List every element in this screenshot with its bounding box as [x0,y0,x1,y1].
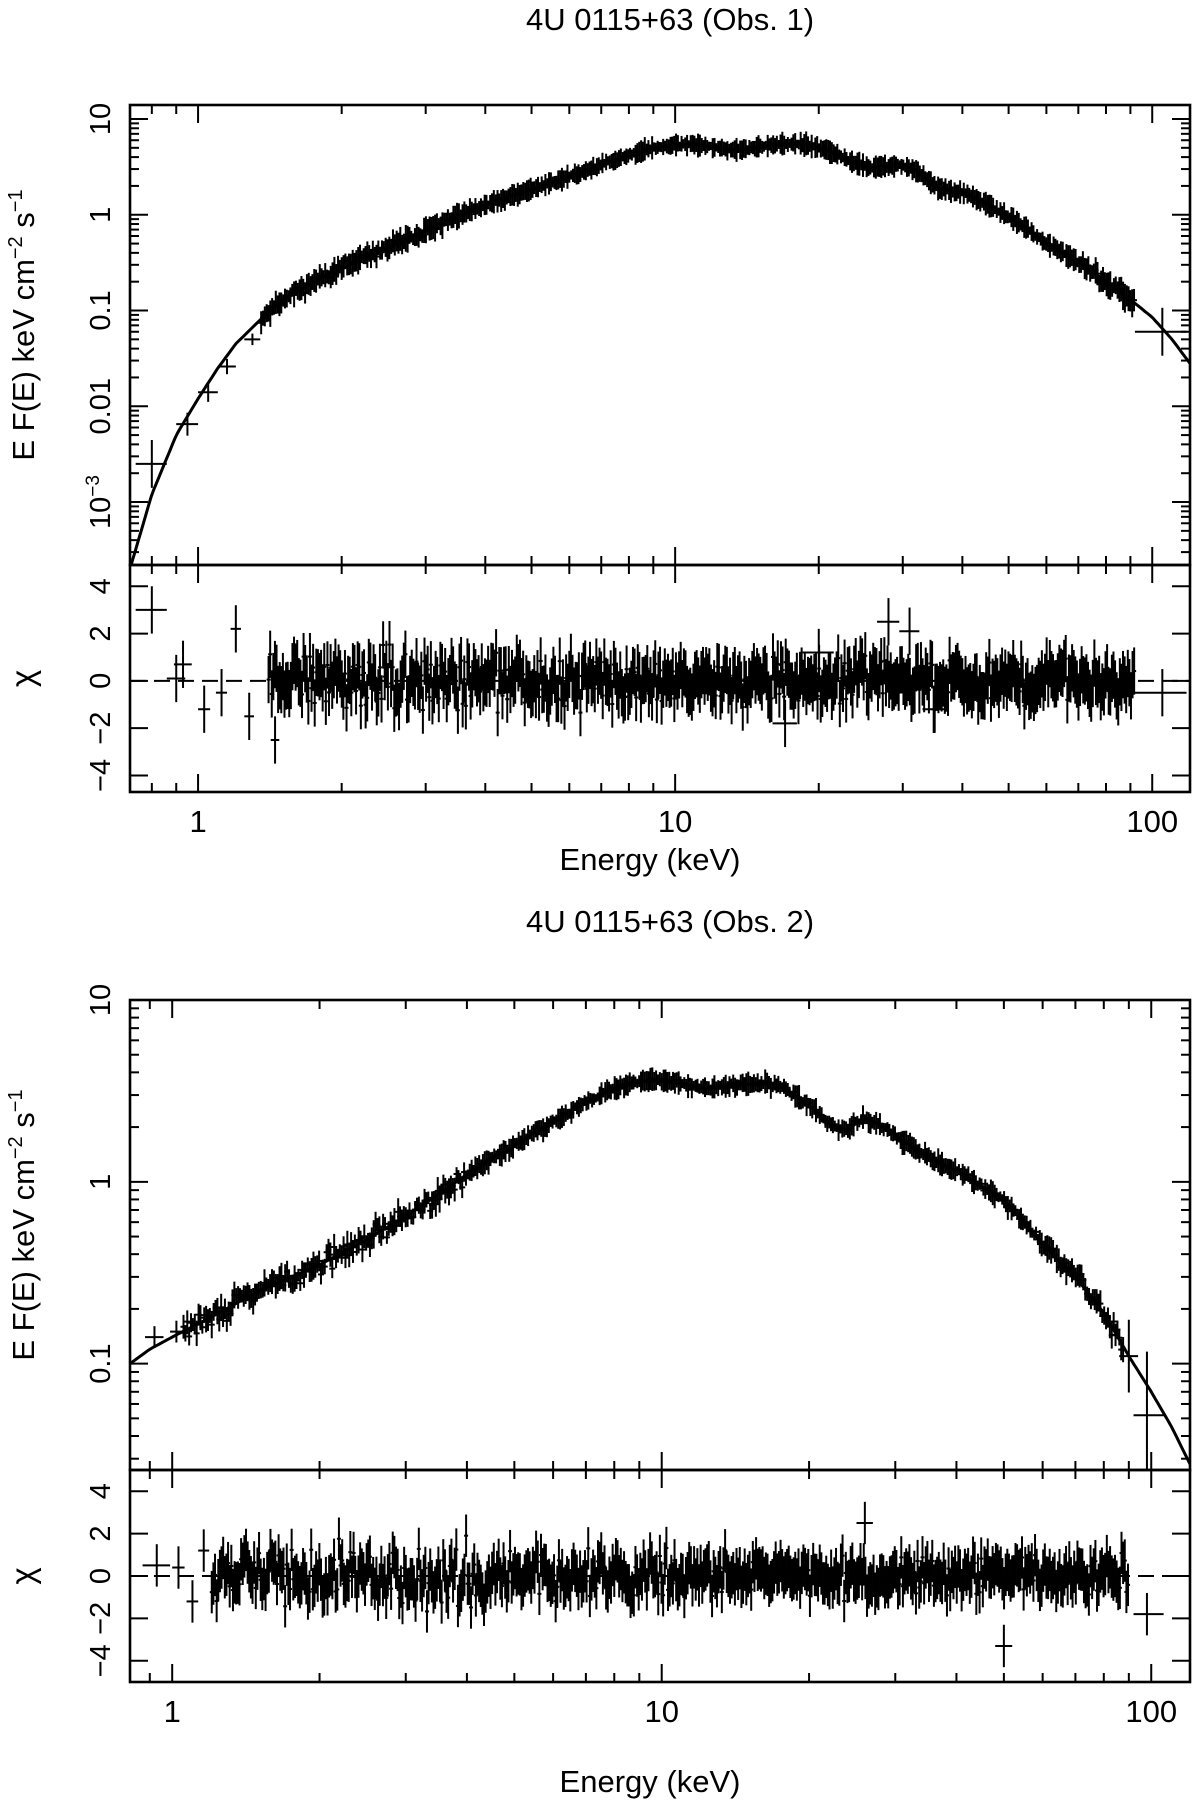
residual-tick-label: 4 [85,1483,117,1499]
ylabel-main: E F(E) keV cm [6,259,41,461]
ylabel-mid: s [6,212,41,236]
y-tick-label: 10 [85,984,117,1016]
spectrum-plot [130,1067,1190,1470]
residual-tick-label: 2 [85,626,117,642]
ylabel-exp: −1 [5,1089,27,1112]
residual-frame [128,563,1192,794]
x-axis-label: Energy (keV) [560,1764,741,1799]
ylabel-exp: −2 [5,236,27,259]
ylabel-exp: −2 [5,1136,27,1159]
residual-tick-label: 0 [85,673,117,689]
x-axis-label: Energy (keV) [560,842,741,877]
spectrum-y-label: E F(E) keV cm−2 s−1 [5,189,41,460]
tick-base: 10 [85,497,117,529]
residual-y-label: χ [4,670,41,687]
y-tick-label: 10−3 [83,475,117,529]
x-tick-label: 1 [164,1694,181,1729]
spectrum-y-label: E F(E) keV cm−2 s−1 [5,1089,41,1360]
x-tick-label: 1 [189,804,206,839]
ylabel-exp: −1 [5,189,27,212]
residual-tick-label: −2 [85,1602,117,1635]
y-tick-label: 0.1 [85,290,117,330]
residual-tick-label: 2 [85,1526,117,1542]
residual-y-label: χ [4,1567,41,1584]
tick-exponent: −3 [83,475,104,497]
residual-plot [130,1501,1190,1668]
x-tick-label: 100 [1125,1694,1177,1729]
y-tick-label: 10 [85,103,117,135]
residual-tick-label: −4 [85,759,117,792]
x-tick-label: 10 [658,804,692,839]
ylabel-main: E F(E) keV cm [6,1159,41,1361]
y-tick-label: 0.1 [85,1343,117,1383]
residual-tick-label: −4 [85,1644,117,1677]
residual-tick-label: −2 [85,712,117,745]
y-tick-label: 1 [85,207,117,223]
y-tick-label: 1 [85,1174,117,1190]
ylabel-mid: s [6,1112,41,1136]
residual-tick-label: 0 [85,1568,117,1584]
y-tick-label: 0.01 [85,378,117,434]
x-tick-label: 100 [1126,804,1178,839]
residual-tick-label: 4 [85,578,117,594]
residual-plot [130,586,1190,764]
x-tick-label: 10 [644,1694,678,1729]
spectrum-plot [130,131,1190,565]
chart-title: 4U 0115+63 (Obs. 1) [526,2,814,37]
spectrum-frame [128,103,1192,567]
chart-title: 4U 0115+63 (Obs. 2) [526,904,814,939]
model-curve [130,142,1190,565]
